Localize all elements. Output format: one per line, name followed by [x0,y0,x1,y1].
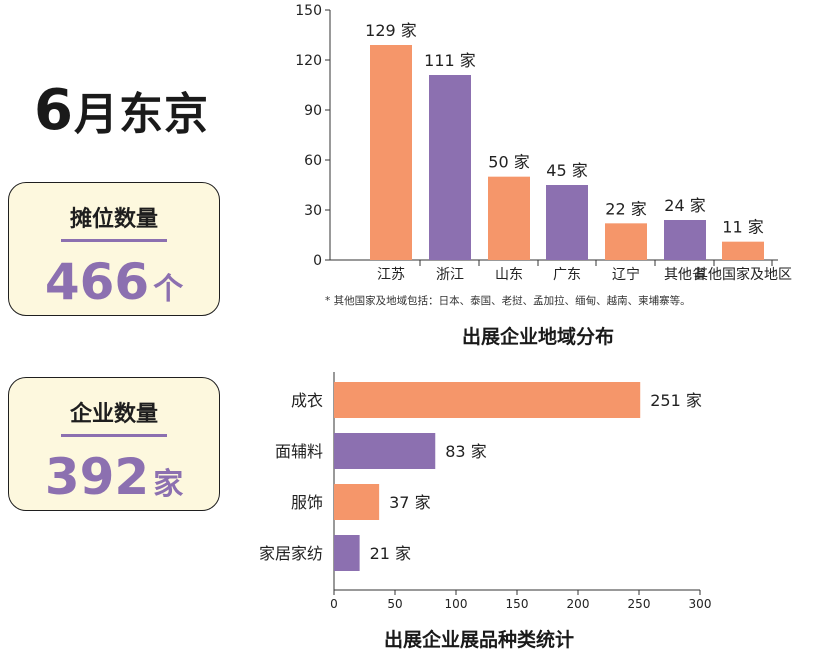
category-bar [334,535,360,571]
region-y-tick-label: 90 [304,103,322,119]
region-y-tick-label: 60 [304,153,322,169]
category-x-tick-label: 300 [689,597,712,611]
booth-count-number: 466 [44,253,150,311]
category-bar [334,484,380,520]
region-chart-title: 出展企业地域分布 [462,326,615,348]
region-data-label: 50 家 [488,153,529,172]
region-category-label: 广东 [553,267,581,283]
region-bar [546,185,588,260]
booth-count-unit: 个 [153,272,184,307]
company-count-value: 392 家 [9,448,219,506]
company-count-number: 392 [44,448,150,506]
category-x-tick-label: 100 [445,597,468,611]
booth-count-divider [61,239,167,242]
headline-month-number: 6 [34,78,74,143]
region-data-label: 45 家 [546,161,587,180]
region-category-label: 江苏 [377,267,405,283]
booth-count-value: 466 个 [9,253,219,311]
category-data-label: 21 家 [370,544,411,563]
category-x-tick-label: 50 [387,597,402,611]
category-label: 服饰 [291,493,323,512]
region-data-label: 24 家 [664,196,705,215]
region-y-tick-label: 120 [295,53,322,69]
region-data-label: 111 家 [424,51,476,70]
region-data-label: 11 家 [722,218,763,237]
company-count-card: 企业数量 392 家 [8,377,220,511]
company-count-label: 企业数量 [69,402,158,427]
region-bar [722,241,764,260]
region-bar [605,223,647,260]
region-category-label: 其他省 [664,267,706,283]
category-data-label: 83 家 [445,442,486,461]
category-x-tick-label: 200 [567,597,590,611]
category-chart-title: 出展企业展品种类统计 [384,629,575,651]
headline-text: 月东京 [73,89,209,140]
booth-count-card: 摊位数量 466 个 [8,182,220,316]
region-bar [370,45,412,260]
region-category-label: 其他国家及地区 [694,266,792,283]
region-category-label: 山东 [495,267,523,283]
category-data-label: 251 家 [650,391,702,410]
region-data-label: 22 家 [605,199,646,218]
region-category-label: 辽宁 [612,266,640,283]
region-y-tick-label: 30 [304,203,322,219]
company-count-unit: 家 [153,467,184,502]
category-bar [334,433,436,469]
category-label: 成衣 [291,391,323,410]
company-count-divider [61,434,167,437]
region-footnote: * 其他国家及地域包括：日本、泰国、老挝、孟加拉、缅甸、越南、柬埔寨等。 [325,295,691,307]
category-x-tick-label: 150 [506,597,529,611]
category-label: 面辅料 [275,442,323,461]
category-x-tick-label: 0 [330,597,338,611]
region-y-tick-label: 150 [295,3,322,19]
region-bar [429,75,471,260]
region-category-label: 浙江 [436,267,464,283]
region-bar [664,220,706,260]
booth-count-label: 摊位数量 [69,207,158,232]
category-label: 家居家纺 [259,544,323,563]
page-headline: 6月东京 [34,78,209,143]
category-x-tick-label: 250 [628,597,651,611]
region-data-label: 129 家 [365,21,417,40]
region-y-tick-label: 0 [313,253,322,269]
region-bar [488,176,530,260]
category-bar [334,382,641,418]
category-data-label: 37 家 [389,493,430,512]
